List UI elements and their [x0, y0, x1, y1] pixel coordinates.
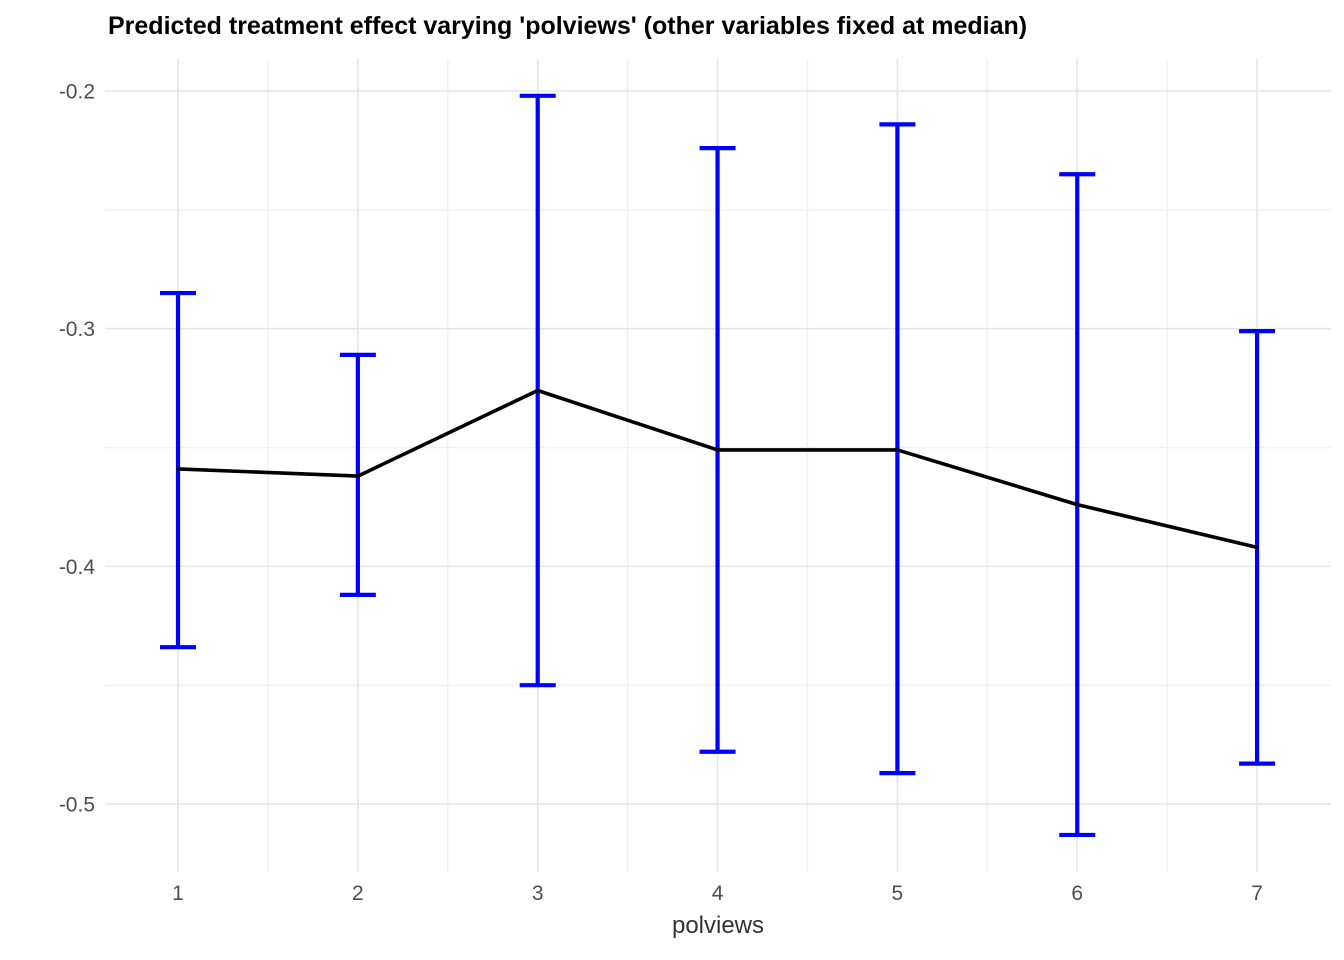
x-tick-label: 1 [172, 882, 184, 905]
x-tick-label: 4 [712, 882, 724, 905]
x-tick-label: 5 [892, 882, 904, 905]
x-tick-label: 7 [1251, 882, 1263, 905]
y-tick-label: -0.2 [59, 81, 95, 104]
y-tick-label: -0.5 [59, 794, 95, 817]
fit-line [176, 388, 1259, 550]
chart-title: Predicted treatment effect varying 'polv… [108, 12, 1028, 40]
x-tick-label: 3 [532, 882, 544, 905]
y-tick-label: -0.4 [59, 556, 96, 579]
x-tick-label: 6 [1071, 882, 1083, 905]
x-tick-label: 2 [352, 882, 364, 905]
x-axis-title: polviews [671, 912, 765, 939]
y-tick-label: -0.3 [59, 318, 95, 341]
